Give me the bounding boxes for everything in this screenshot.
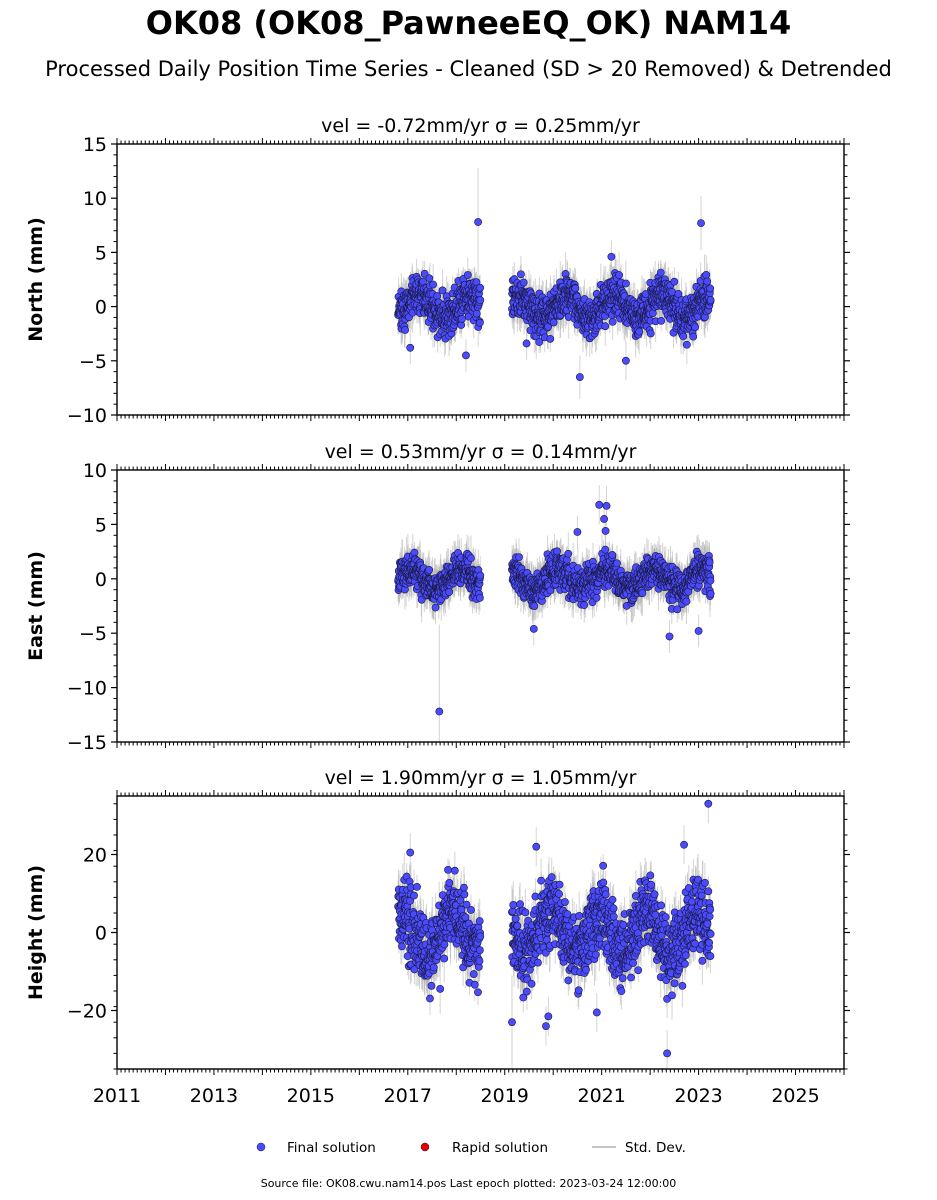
- std-dev-bars: [397, 485, 712, 741]
- final-solution-point: [646, 329, 655, 338]
- final-solution-point: [549, 318, 558, 327]
- final-solution-point: [429, 280, 438, 289]
- final-solution-point: [425, 565, 434, 574]
- final-solution-point: [476, 318, 484, 327]
- y-axis-label: East (mm): [25, 551, 47, 661]
- panel-title: vel = 0.53mm/yr σ = 0.14mm/yr: [325, 441, 637, 463]
- final-solution-point: [433, 292, 442, 300]
- final-solution-point: [476, 571, 485, 580]
- panel-title: vel = -0.72mm/yr σ = 0.25mm/yr: [321, 115, 640, 137]
- final-solution-point: [519, 278, 528, 287]
- final-solution-point: [670, 277, 679, 286]
- final-solution-point: [517, 270, 525, 279]
- final-solution-point: [535, 338, 544, 346]
- final-solution-point: [464, 312, 473, 321]
- final-solution-point: [622, 356, 630, 365]
- final-solution-point: [703, 277, 712, 286]
- final-solution-point: [445, 588, 453, 596]
- final-solution-point: [706, 284, 715, 293]
- final-solution-point: [575, 373, 584, 381]
- final-solution-point: [706, 296, 715, 304]
- final-solution-point: [467, 554, 475, 563]
- y-tick-label: −10: [67, 405, 107, 427]
- final-solution-point: [522, 339, 531, 348]
- final-solution-point: [601, 322, 610, 331]
- chart-subtitle: Processed Daily Position Time Series - C…: [45, 57, 892, 81]
- final-solution-point: [463, 271, 472, 279]
- final-solution-point: [697, 219, 705, 228]
- final-solution-point: [420, 269, 429, 278]
- final-solution-point: [571, 284, 580, 293]
- y-tick-label: 10: [83, 188, 107, 210]
- final-solution-point: [530, 602, 539, 610]
- final-solution-point: [607, 252, 616, 261]
- final-solution-point: [679, 332, 688, 341]
- chart-title: OK08 (OK08_PawneeEQ_OK) NAM14: [145, 4, 792, 42]
- final-solution-point: [702, 271, 711, 279]
- y-axis-label: North (mm): [25, 217, 47, 342]
- final-solution-points: [394, 500, 715, 716]
- final-solution-point: [472, 309, 481, 318]
- final-solution-point: [635, 327, 644, 336]
- final-solution-point: [621, 279, 630, 288]
- final-solution-point: [474, 218, 482, 226]
- final-solution-point: [608, 317, 617, 326]
- final-solution-point: [546, 334, 555, 343]
- final-solution-point: [682, 340, 691, 349]
- y-tick-label: −5: [79, 351, 107, 373]
- final-solution-point: [656, 268, 665, 277]
- final-solution-point: [476, 283, 485, 292]
- final-solution-points: [394, 218, 715, 381]
- final-solution-point: [657, 316, 666, 325]
- final-solution-point: [401, 326, 410, 334]
- final-solution-point: [457, 314, 466, 323]
- final-solution-point: [615, 271, 623, 279]
- final-solution-point: [476, 296, 485, 304]
- y-tick-label: 15: [83, 134, 107, 156]
- y-tick-label: 5: [95, 242, 107, 264]
- final-solution-point: [425, 274, 434, 283]
- final-solution-point: [431, 603, 440, 612]
- final-solution-point: [691, 323, 700, 332]
- final-solution-point: [462, 351, 470, 360]
- final-solution-point: [515, 553, 523, 562]
- y-tick-label: 0: [95, 297, 107, 319]
- final-solution-point: [476, 593, 484, 602]
- final-solution-point: [406, 343, 415, 352]
- final-solution-point: [689, 332, 698, 341]
- final-solution-point: [438, 286, 447, 295]
